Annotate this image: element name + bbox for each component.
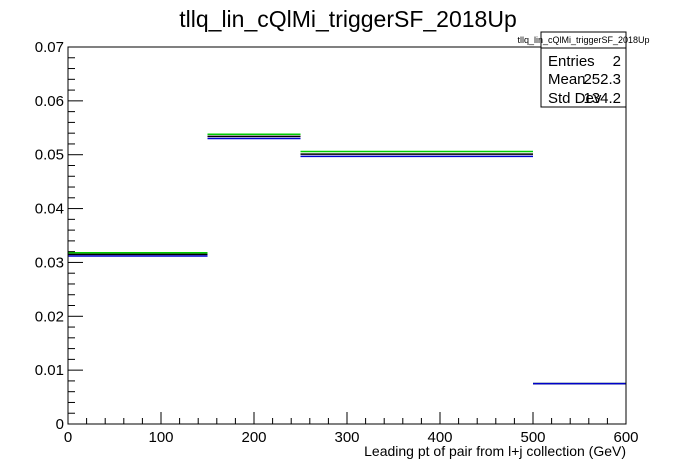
stats-mean-label: Mean <box>548 71 586 88</box>
y-tick-label: 0.05 <box>35 147 64 164</box>
x-tick-label: 600 <box>613 429 638 446</box>
x-tick-label: 400 <box>427 429 452 446</box>
x-tick-label: 100 <box>148 429 173 446</box>
stats-box-frame <box>540 31 627 108</box>
y-tick-label: 0.01 <box>35 362 64 379</box>
x-tick-label: 500 <box>520 429 545 446</box>
y-tick-label: 0.03 <box>35 254 64 271</box>
x-axis: 0 100 200 300 400 500 600 <box>64 412 639 446</box>
stats-entries-label: Entries <box>548 53 595 70</box>
stats-stddev-value: 134.2 <box>583 90 621 107</box>
x-tick-label: 200 <box>241 429 266 446</box>
x-tick-label: 0 <box>64 429 72 446</box>
y-tick-label: 0 <box>56 416 64 433</box>
y-tick-label: 0.02 <box>35 308 64 325</box>
y-tick-label: 0.04 <box>35 201 64 218</box>
y-tick-label: 0.07 <box>35 39 64 56</box>
y-axis: 0 0.01 0.02 0.03 0.04 0.05 0.06 0.07 <box>35 39 83 433</box>
x-axis-label: Leading pt of pair from l+j collection (… <box>364 443 626 459</box>
stats-mean-value: 252.3 <box>583 71 621 88</box>
stats-box: tllq_lin_cQlMi_triggerSF_2018Up Entries … <box>517 31 650 108</box>
x-tick-label: 300 <box>334 429 359 446</box>
chart-title: tllq_lin_cQlMi_triggerSF_2018Up <box>179 6 517 32</box>
histogram-bars <box>68 133 626 385</box>
stats-entries-value: 2 <box>613 53 621 70</box>
y-tick-label: 0.06 <box>35 93 64 110</box>
stats-stddev-label: Std Dev <box>548 90 602 107</box>
stats-box-title: tllq_lin_cQlMi_triggerSF_2018Up <box>517 35 649 45</box>
